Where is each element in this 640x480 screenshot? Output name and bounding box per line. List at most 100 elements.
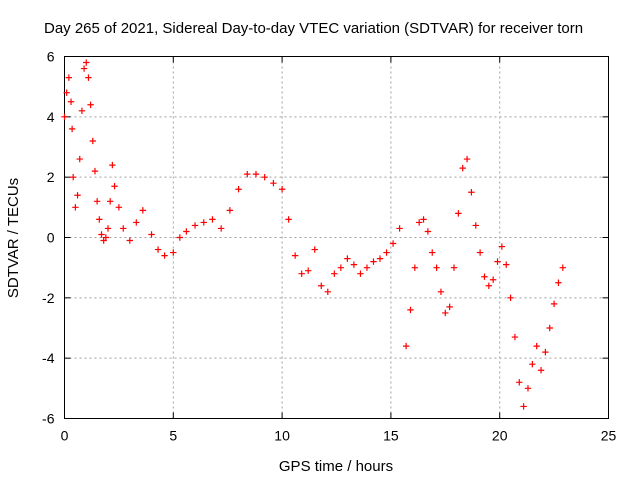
data-point <box>542 348 549 356</box>
data-point <box>70 173 77 181</box>
data-point <box>481 273 488 280</box>
data-point <box>200 219 207 226</box>
data-point <box>494 258 501 265</box>
data-point <box>415 219 423 226</box>
data-point <box>252 170 260 178</box>
data-point <box>546 324 553 332</box>
data-point <box>396 225 403 232</box>
data-point <box>78 107 86 114</box>
x-tick-label: 5 <box>169 428 177 444</box>
data-point <box>89 137 96 145</box>
data-series <box>61 59 567 410</box>
data-point <box>420 216 427 223</box>
y-tick-label: 6 <box>47 49 55 65</box>
data-point <box>476 249 484 256</box>
data-point <box>331 270 338 277</box>
data-point <box>209 216 216 223</box>
data-point <box>270 180 277 187</box>
data-point <box>407 306 414 314</box>
grid <box>64 56 609 419</box>
data-point <box>106 198 114 205</box>
data-point <box>104 225 112 232</box>
data-point <box>511 333 519 341</box>
data-point <box>429 249 436 256</box>
data-point <box>65 74 73 81</box>
data-point <box>370 258 377 265</box>
data-point <box>285 216 292 223</box>
data-point <box>357 270 364 277</box>
data-point <box>433 264 440 271</box>
data-point <box>550 300 558 308</box>
data-point <box>72 204 79 211</box>
data-point <box>191 222 199 229</box>
data-point <box>109 161 116 169</box>
axis-ticks: 0 5 10 15 20 25 -6 -4 -2 0 2 4 6 <box>42 49 616 444</box>
data-point <box>555 279 562 286</box>
data-point <box>63 89 70 96</box>
data-point <box>520 403 527 410</box>
data-point <box>437 288 445 295</box>
data-point <box>468 189 475 196</box>
y-tick-label: 4 <box>47 109 55 125</box>
data-point <box>183 228 190 235</box>
data-point <box>154 246 162 253</box>
data-point <box>61 113 68 121</box>
data-point <box>529 361 536 368</box>
data-point <box>411 264 419 271</box>
data-point <box>68 125 76 133</box>
data-point <box>489 276 497 283</box>
data-point <box>485 282 493 289</box>
x-tick-label: 15 <box>383 428 399 444</box>
data-point <box>311 246 318 253</box>
y-tick-label: 2 <box>47 169 55 185</box>
data-point <box>503 261 510 268</box>
data-point <box>244 170 251 178</box>
y-tick-label: 0 <box>47 230 55 246</box>
data-point <box>318 282 325 289</box>
data-point <box>148 231 155 238</box>
data-point <box>324 288 331 295</box>
data-point <box>472 222 479 229</box>
data-point <box>450 264 458 271</box>
data-point <box>83 59 90 66</box>
data-point <box>170 249 177 256</box>
data-point <box>305 267 312 274</box>
x-tick-label: 25 <box>601 428 617 444</box>
x-tick-label: 10 <box>274 428 290 444</box>
data-point <box>344 255 351 262</box>
y-axis-title: SDTVAR / TECUs <box>5 178 22 298</box>
y-tick-label: -2 <box>42 290 55 306</box>
data-point <box>176 234 184 241</box>
data-point <box>98 231 105 238</box>
data-point <box>537 367 545 374</box>
data-point <box>133 219 140 226</box>
data-point <box>111 183 118 190</box>
data-point <box>455 210 462 217</box>
data-point <box>389 240 397 247</box>
data-point <box>533 342 540 350</box>
data-point <box>559 264 567 271</box>
data-point <box>291 252 299 259</box>
data-point <box>74 192 81 199</box>
x-tick-label: 0 <box>61 428 69 444</box>
data-point <box>376 255 384 262</box>
data-point <box>278 186 286 193</box>
data-point <box>126 237 133 244</box>
data-point <box>87 101 94 108</box>
data-point <box>67 98 75 105</box>
chart-title: Day 265 of 2021, Sidereal Day-to-day VTE… <box>44 20 583 37</box>
data-point <box>383 249 390 256</box>
data-point <box>459 164 466 172</box>
data-point <box>442 309 449 317</box>
data-point <box>424 228 432 235</box>
data-point <box>93 198 101 205</box>
data-point <box>161 252 168 259</box>
data-point <box>337 264 345 271</box>
data-point <box>217 225 225 232</box>
data-point <box>102 234 110 241</box>
data-point <box>446 303 453 311</box>
data-point <box>463 155 471 163</box>
data-point <box>91 167 99 175</box>
data-point <box>76 155 83 163</box>
